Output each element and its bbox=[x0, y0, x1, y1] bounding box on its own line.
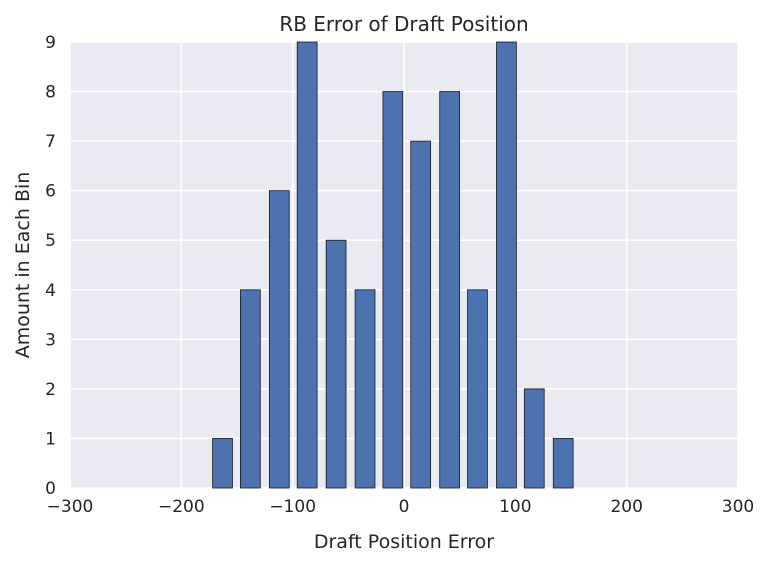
x-tick-label: 100 bbox=[499, 497, 531, 517]
y-tick-label: 8 bbox=[45, 83, 56, 103]
x-axis-label: Draft Position Error bbox=[314, 531, 494, 553]
histogram-bar bbox=[268, 190, 290, 489]
histogram-bar bbox=[325, 239, 347, 489]
x-tick-label: 200 bbox=[610, 497, 642, 517]
y-tick-label: 7 bbox=[45, 132, 56, 152]
y-tick-label: 2 bbox=[45, 380, 56, 400]
histogram-bar bbox=[439, 91, 460, 489]
y-tick-label: 9 bbox=[45, 33, 56, 53]
x-tick-label: −200 bbox=[158, 497, 205, 517]
x-tick-labels: −300 −200 −100 0 100 200 300 bbox=[47, 497, 755, 517]
grid-lines bbox=[69, 41, 739, 489]
chart-title: RB Error of Draft Position bbox=[279, 12, 528, 36]
x-tick-label: 300 bbox=[722, 497, 754, 517]
y-tick-label: 5 bbox=[45, 231, 56, 251]
histogram-bar bbox=[296, 41, 318, 489]
x-tick-label: 0 bbox=[399, 497, 410, 517]
y-tick-label: 0 bbox=[45, 479, 56, 499]
y-tick-label: 3 bbox=[45, 330, 56, 350]
histogram-bar bbox=[354, 289, 376, 489]
y-tick-label: 4 bbox=[45, 281, 56, 301]
y-axis-label: Amount in Each Bin bbox=[12, 172, 34, 359]
histogram-bar bbox=[496, 41, 517, 489]
bars bbox=[212, 41, 574, 489]
histogram-bar bbox=[467, 289, 488, 489]
histogram-bar bbox=[552, 438, 574, 489]
histogram-bar bbox=[382, 91, 404, 489]
y-tick-label: 6 bbox=[45, 182, 56, 202]
y-tick-labels: 0 1 2 3 4 5 6 7 8 9 bbox=[45, 33, 56, 499]
x-tick-label: −100 bbox=[269, 497, 316, 517]
histogram-bar bbox=[240, 289, 261, 489]
y-tick-label: 1 bbox=[45, 429, 56, 449]
histogram-bar bbox=[523, 388, 545, 489]
histogram-bar bbox=[212, 438, 233, 489]
x-tick-label: −300 bbox=[47, 497, 94, 517]
histogram-bar bbox=[410, 140, 432, 489]
